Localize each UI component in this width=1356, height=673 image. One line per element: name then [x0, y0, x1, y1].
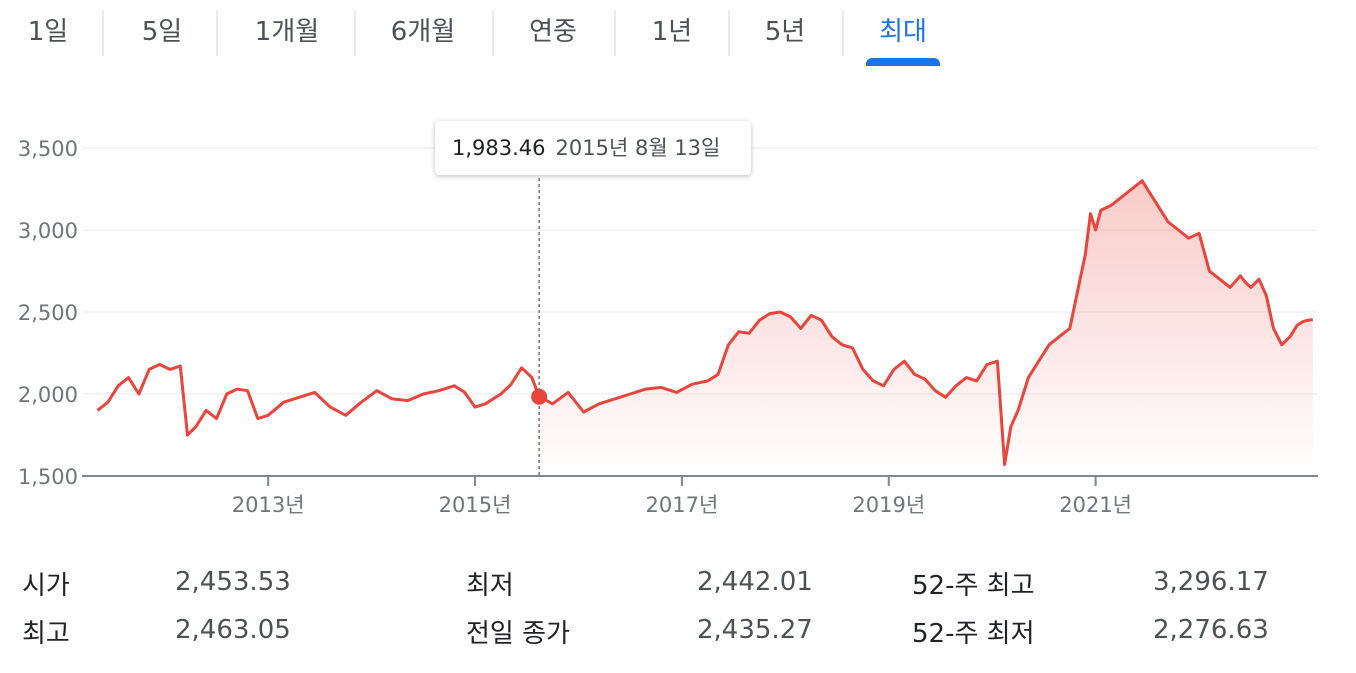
tab-1d[interactable]: 1일	[27, 17, 69, 47]
low-label: 최저	[466, 571, 514, 601]
tab-5d[interactable]: 5일	[141, 17, 183, 47]
y-tick-label: 2,000	[18, 383, 78, 407]
y-axis: 1,500 2,000 2,500 3,000 3,500	[18, 137, 78, 489]
price-tooltip: 1,983.46 2015년 8월 13일	[435, 121, 751, 175]
high-label: 최고	[22, 619, 70, 649]
tab-ytd[interactable]: 연중	[529, 17, 577, 47]
tooltip-date: 2015년 8월 13일	[555, 136, 721, 160]
x-tick-label: 2017년	[646, 493, 719, 517]
tab-divider	[842, 10, 844, 56]
y-tick-label: 3,500	[18, 137, 78, 161]
stock-chart[interactable]: 1,500 2,000 2,500 3,000 3,500 2013년 2015년 2017…	[0, 100, 1356, 530]
wk52-high-label: 52-주 최고	[912, 571, 1035, 601]
prev-close-label: 전일 종가	[466, 619, 570, 649]
y-tick-label: 2,500	[18, 301, 78, 325]
tab-divider	[728, 10, 730, 56]
tooltip-value: 1,983.46	[452, 136, 546, 160]
range-tabs: 1일 5일 1개월 6개월 연중 1년 5년 최대	[0, 0, 1356, 70]
tab-1y[interactable]: 1년	[651, 17, 693, 47]
tab-divider	[102, 10, 104, 56]
x-tick-label: 2013년	[232, 493, 305, 517]
tab-1m[interactable]: 1개월	[254, 17, 320, 47]
tab-5y[interactable]: 5년	[764, 17, 806, 47]
x-tick-label: 2019년	[852, 493, 925, 517]
hover-point	[531, 388, 548, 405]
open-label: 시가	[22, 571, 70, 601]
price-line	[96, 179, 1313, 466]
y-tick-label: 1,500	[18, 465, 78, 489]
low-value: 2,442.01	[697, 567, 813, 597]
tab-6m[interactable]: 6개월	[390, 17, 456, 47]
wk52-low-value: 2,276.63	[1153, 615, 1269, 645]
tab-divider	[492, 10, 494, 56]
y-tick-label: 3,000	[18, 219, 78, 243]
tab-divider	[354, 10, 356, 56]
x-axis: 2013년 2015년 2017년 2019년 2021년	[232, 476, 1132, 517]
wk52-low-label: 52-주 최저	[912, 619, 1035, 649]
x-tick-label: 2015년	[439, 493, 512, 517]
tab-max[interactable]: 최대	[879, 17, 927, 47]
stats-table: 시가 2,453.53 최고 2,463.05 최저 2,442.01 전일 종…	[0, 555, 1356, 665]
tab-divider	[614, 10, 616, 56]
active-tab-indicator	[866, 58, 940, 66]
price-area-fill	[539, 180, 1313, 477]
open-value: 2,453.53	[175, 567, 291, 597]
prev-close-value: 2,435.27	[697, 615, 813, 645]
high-value: 2,463.05	[175, 615, 291, 645]
x-tick-label: 2021년	[1059, 493, 1132, 517]
tab-divider	[216, 10, 218, 56]
wk52-high-value: 3,296.17	[1153, 567, 1269, 597]
